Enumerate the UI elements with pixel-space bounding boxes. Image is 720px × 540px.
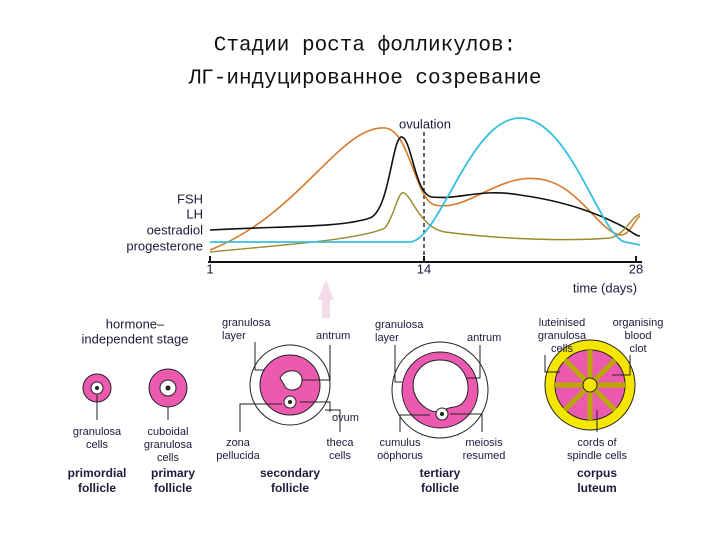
- label: cuboidal: [148, 426, 189, 438]
- label: blood: [625, 330, 652, 342]
- stage-name: follicle: [271, 481, 309, 495]
- legend-label: oestradiol: [147, 222, 203, 237]
- label: ovum: [332, 412, 359, 424]
- label: layer: [222, 330, 246, 342]
- legend-label: FSH: [177, 191, 203, 206]
- label: luteinised: [539, 317, 585, 329]
- label: cords of: [577, 437, 617, 449]
- label: layer: [375, 332, 399, 344]
- label: oöphorus: [377, 450, 423, 462]
- label: granulosa: [375, 319, 424, 331]
- label: resumed: [463, 450, 506, 462]
- stage-name: primary: [151, 466, 195, 480]
- title-line: Стадии роста фолликулов:: [214, 35, 516, 58]
- hormone-graph: [208, 117, 642, 263]
- progesterone-curve: [210, 117, 641, 246]
- stage-name: follicle: [421, 481, 459, 495]
- label: clot: [629, 343, 646, 355]
- tick-label: 14: [417, 261, 431, 276]
- label: theca: [327, 437, 355, 449]
- label: hormone–: [106, 316, 165, 331]
- label: antrum: [316, 330, 350, 342]
- label: granulosa: [144, 439, 193, 451]
- stage-name: corpus: [577, 466, 617, 480]
- legend-label: progesterone: [126, 238, 203, 253]
- label: meiosis: [465, 437, 503, 449]
- tick-label: 1: [206, 261, 213, 276]
- label: cumulus: [380, 437, 421, 449]
- label: cells: [157, 452, 180, 464]
- label: zona: [226, 437, 251, 449]
- stage-name: secondary: [260, 466, 320, 480]
- label: antrum: [467, 332, 501, 344]
- stage-name: luteum: [577, 481, 616, 495]
- annotation: ovulation: [399, 116, 451, 131]
- title-line: ЛГ-индуцированное созревание: [188, 68, 542, 91]
- legend-label: LH: [186, 206, 203, 221]
- oestradiol-curve: [209, 192, 641, 253]
- label: spindle cells: [567, 450, 627, 462]
- label: granulosa: [538, 330, 587, 342]
- stage-name: primordial: [68, 466, 127, 480]
- stage-name: follicle: [78, 481, 116, 495]
- label: organising: [613, 317, 664, 329]
- label: granulosa: [73, 426, 122, 438]
- tick-label: 28: [629, 261, 643, 276]
- label: cells: [86, 439, 109, 451]
- label: cells: [329, 450, 352, 462]
- stage-name: follicle: [154, 481, 192, 495]
- label: independent stage: [82, 331, 189, 346]
- label: cells: [551, 343, 574, 355]
- arrow: [318, 280, 334, 318]
- lh-curve: [209, 136, 641, 237]
- axis-label: time (days): [573, 280, 637, 295]
- label: granulosa: [222, 317, 271, 329]
- label: pellucida: [216, 450, 260, 462]
- stage-name: tertiary: [420, 466, 461, 480]
- follicle-drawings: [82, 339, 636, 439]
